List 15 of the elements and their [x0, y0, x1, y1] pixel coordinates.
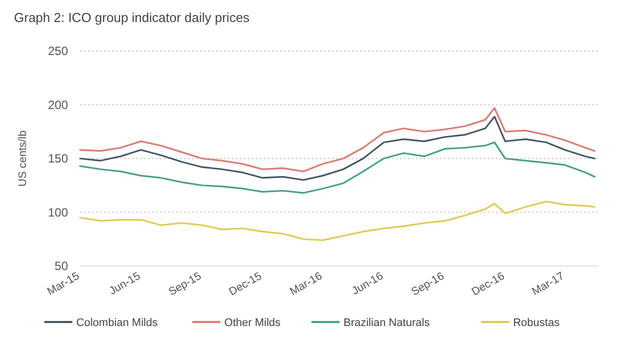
line-series [79, 107, 596, 172]
line-series [79, 200, 596, 241]
chart-title: Graph 2: ICO group indicator daily prices [14, 10, 250, 25]
line-series [79, 116, 596, 181]
y-tick-label: 150 [48, 152, 68, 166]
legend-label: Brazilian Naturals [344, 316, 430, 329]
y-tick-label: 100 [48, 205, 68, 220]
legend-label: Other Milds [224, 316, 282, 329]
y-tick-label: 200 [48, 98, 68, 112]
y-tick-label: 250 [48, 44, 68, 58]
line-series [79, 142, 596, 194]
legend-label: Robustas [513, 316, 560, 329]
y-tick-label: 50 [54, 259, 68, 274]
y-axis-title: US cents/lb [17, 130, 29, 187]
legend-label: Colombian Milds [76, 316, 158, 329]
